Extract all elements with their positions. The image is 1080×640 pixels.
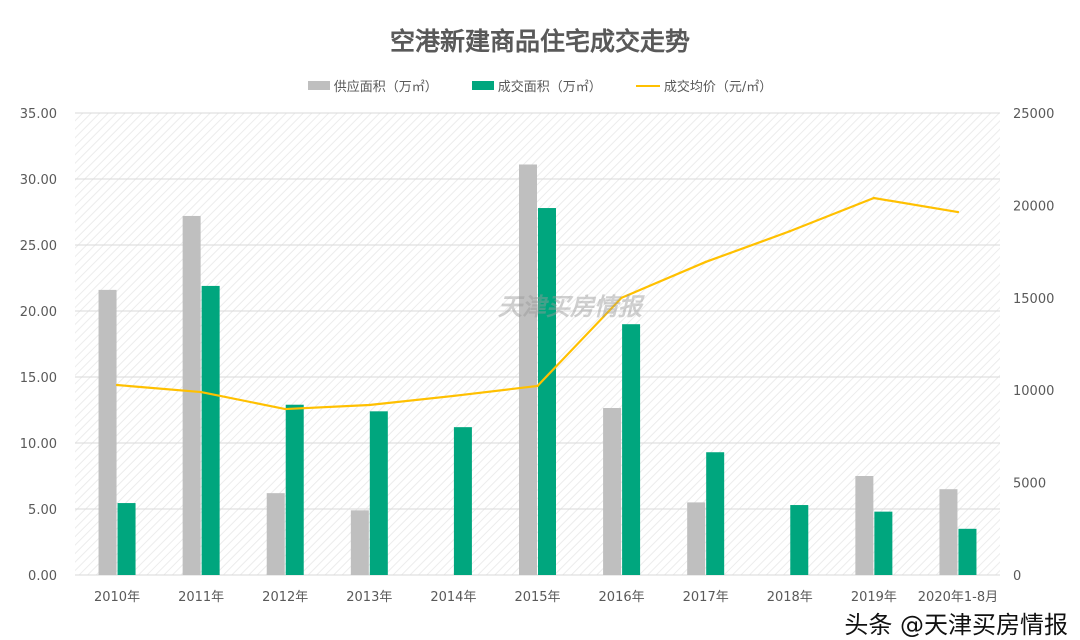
x-tick-label: 2013年 (346, 590, 392, 605)
y-tick-label: 5.00 (28, 503, 57, 518)
point-price (788, 230, 791, 233)
legend-swatch (635, 84, 660, 87)
bar-deal (453, 427, 472, 575)
bar-deal (874, 511, 893, 575)
bar-deal (706, 452, 725, 575)
point-price (284, 407, 287, 411)
bar-supply (603, 408, 622, 575)
legend-swatch (471, 81, 494, 90)
bar-deal (958, 528, 977, 575)
y-tick-label: 30.00 (20, 173, 57, 188)
x-tick-label: 2012年 (262, 590, 308, 605)
bar-supply (519, 164, 537, 576)
legend-label: 供应面积（万㎡） (333, 80, 438, 95)
point-price (368, 403, 371, 407)
bar-deal (117, 503, 136, 575)
point-price (956, 210, 960, 214)
x-tick-label: 2017年 (683, 590, 729, 605)
x-tick-label: 2020年1-8月 (918, 590, 998, 605)
point-price (199, 390, 203, 394)
point-price (704, 260, 707, 264)
y-tick-label: 20.00 (20, 305, 57, 320)
y2-tick-label: 25000 (1013, 107, 1054, 122)
y2-tick-label: 10000 (1013, 384, 1054, 399)
y-tick-label: 25.00 (20, 239, 57, 254)
footer-watermark: 头条 @天津买房情报 (844, 611, 1068, 639)
legend-item-deal: 成交面积（万㎡） (471, 76, 602, 95)
bar-supply (266, 493, 285, 575)
legend-swatch (307, 81, 330, 90)
legend: 供应面积（万㎡） 成交面积（万㎡） 成交均价（元/㎡） (0, 76, 1080, 95)
bar-supply (182, 215, 201, 575)
x-tick-label: 2018年 (767, 590, 813, 605)
y2-tick-label: 5000 (1013, 477, 1046, 492)
bar-supply (855, 476, 874, 575)
bar-supply (687, 502, 706, 575)
y-tick-label: 15.00 (20, 371, 57, 386)
point-price (452, 394, 455, 398)
bar-deal (790, 505, 809, 575)
y2-tick-label: 20000 (1013, 199, 1054, 214)
bar-supply (350, 510, 369, 575)
y-tick-label: 10.00 (20, 437, 57, 452)
chart-title: 空港新建商品住宅成交走势 (389, 27, 690, 56)
legend-label: 成交均价（元/㎡） (663, 80, 773, 95)
bar-supply (939, 489, 958, 575)
point-price (115, 383, 119, 387)
x-tick-label: 2011年 (178, 590, 224, 605)
bar-supply (98, 289, 117, 575)
bar-deal (369, 411, 388, 575)
y2-tick-label: 15000 (1013, 292, 1054, 307)
x-tick-label: 2016年 (599, 590, 645, 605)
legend-label: 成交面积（万㎡） (497, 80, 602, 95)
point-price (872, 196, 876, 200)
legend-item-supply: 供应面积（万㎡） (307, 76, 438, 95)
bar-deal (622, 324, 641, 575)
y2-tick-label: 0 (1013, 569, 1021, 584)
x-tick-label: 2015年 (514, 590, 560, 605)
x-tick-label: 2019年 (851, 590, 897, 605)
point-price (536, 384, 539, 388)
bar-deal (201, 285, 220, 575)
y-tick-label: 0.00 (28, 569, 57, 584)
x-tick-label: 2010年 (94, 590, 140, 605)
watermark-logo: 天津买房情报 (498, 293, 645, 321)
bar-deal (285, 404, 304, 575)
bar-deal (538, 208, 556, 576)
point-price (620, 296, 623, 299)
x-tick-label: 2014年 (430, 590, 476, 605)
legend-item-price: 成交均价（元/㎡） (635, 76, 773, 95)
y-tick-label: 35.00 (20, 107, 57, 122)
